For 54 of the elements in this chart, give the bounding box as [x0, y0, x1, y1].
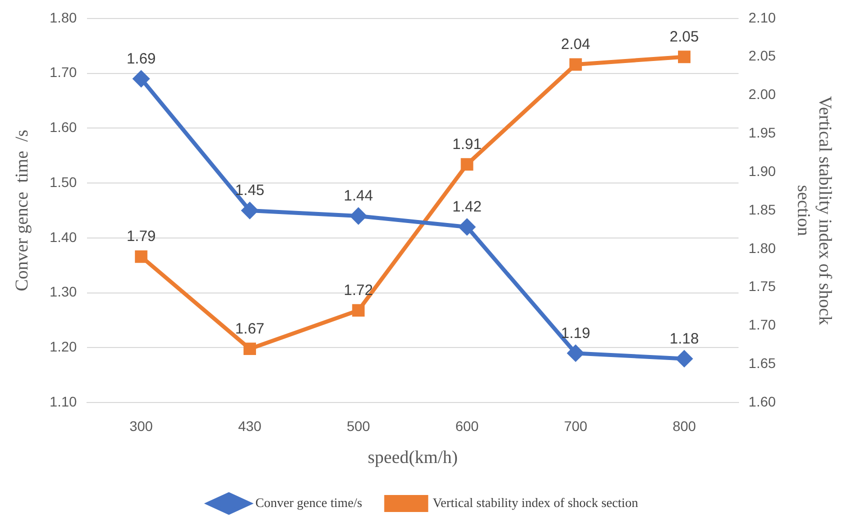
y2-tick-label: 2.00: [748, 86, 776, 102]
point: [352, 304, 365, 317]
x-tick-label: 600: [455, 418, 479, 434]
y2-tick-label: 1.95: [748, 124, 776, 141]
y2-tick-label: 1.80: [748, 240, 776, 256]
data-label: 1.91: [452, 136, 482, 154]
point: [460, 158, 474, 171]
data-label: 1.19: [561, 324, 590, 342]
y-tick-label: 1.50: [50, 174, 78, 190]
y-tick-label: 1.10: [50, 393, 78, 410]
point: [350, 208, 366, 224]
x-axis-title: speed(km/h): [368, 446, 458, 467]
y-tick-label: 1.80: [50, 9, 78, 26]
point: [244, 342, 256, 356]
y2-tick-label: 1.75: [748, 278, 776, 294]
y2-axis-title: Vertical stability index of shock section: [794, 96, 836, 325]
point: [678, 50, 690, 64]
x-tick-label: 800: [672, 418, 696, 434]
x-tick-label: 700: [564, 418, 588, 434]
point: [568, 345, 584, 362]
data-label: 1.45: [235, 182, 264, 200]
data-label: 1.18: [670, 330, 699, 348]
y2-tick-label: 2.05: [748, 48, 776, 64]
legend-label: Vertical stability index of shock section: [432, 494, 639, 510]
y-tick-label: 1.20: [50, 338, 78, 355]
y-tick-label: 1.30: [50, 284, 78, 300]
point: [133, 70, 150, 87]
point: [459, 218, 476, 235]
data-label: 1.42: [452, 198, 482, 216]
x-tick-label: 500: [346, 418, 370, 434]
point: [569, 58, 582, 71]
data-label: 1.67: [235, 320, 264, 338]
point: [242, 202, 258, 218]
y-tick-label: 1.70: [50, 64, 78, 80]
data-label: 2.05: [670, 28, 699, 46]
y2-tick-label: 2.10: [748, 9, 776, 26]
y2-tick-label: 1.65: [748, 355, 776, 372]
y-tick-label: 1.60: [50, 119, 78, 136]
y-axis-title: Conver gence time /s: [12, 130, 32, 292]
y-tick-label: 1.40: [50, 228, 78, 245]
y2-tick-label: 1.60: [748, 393, 776, 410]
legend-label: Conver gence time/s: [255, 494, 362, 510]
data-label: 2.04: [561, 36, 590, 54]
data-label: 1.72: [344, 282, 373, 300]
point: [134, 250, 148, 263]
y2-tick-label: 1.90: [748, 162, 776, 179]
data-label: 1.44: [344, 188, 373, 205]
data-label: 1.69: [126, 50, 156, 68]
y2-tick-label: 1.70: [748, 316, 776, 333]
point: [676, 350, 692, 367]
data-label: 1.79: [126, 228, 156, 246]
x-tick-label: 430: [238, 418, 262, 434]
y2-tick-label: 1.85: [748, 201, 776, 218]
x-tick-label: 300: [129, 418, 154, 434]
